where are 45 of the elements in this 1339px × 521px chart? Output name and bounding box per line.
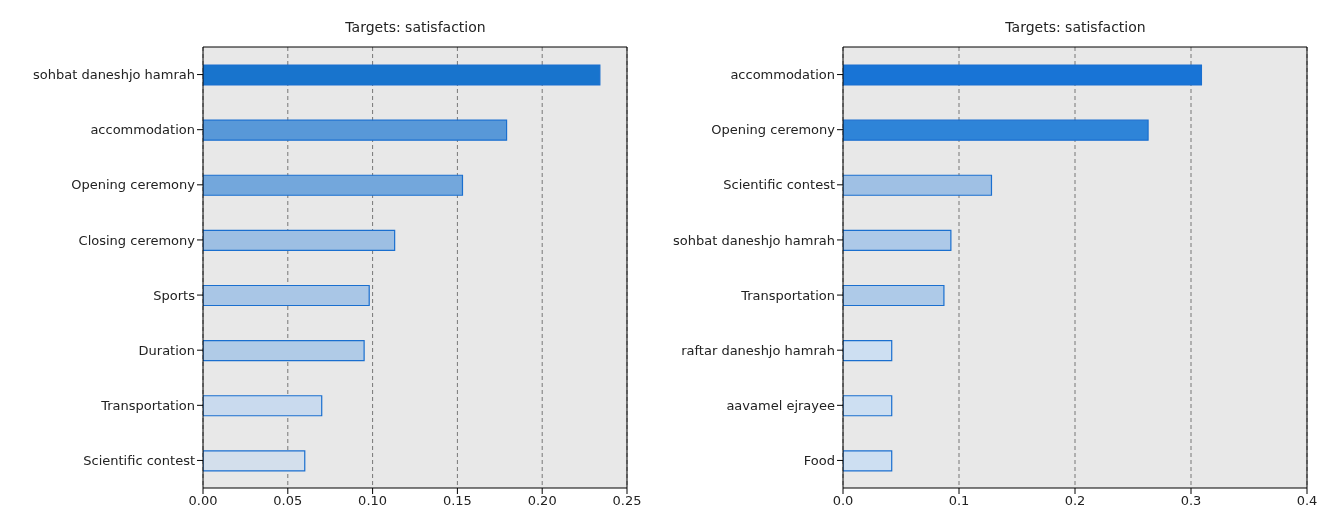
y-tick-label: Food bbox=[803, 453, 835, 469]
x-tick-label: 0.3 bbox=[1180, 493, 1202, 509]
bar bbox=[843, 64, 1203, 86]
y-tick-label: aavamel ejrayee bbox=[726, 397, 835, 413]
bar bbox=[203, 174, 464, 196]
y-tick-label: Opening ceremony bbox=[711, 122, 836, 138]
x-tick-label: 0.05 bbox=[273, 493, 303, 509]
y-tick-label: sohbat daneshjo hamrah bbox=[673, 232, 835, 248]
y-tick-label: Closing ceremony bbox=[78, 232, 196, 248]
bar bbox=[843, 119, 1149, 141]
chart-title: Targets: satisfaction bbox=[1004, 19, 1146, 35]
bar bbox=[203, 64, 601, 86]
x-tick-label: 0.15 bbox=[442, 493, 472, 509]
y-tick-label: accommodation bbox=[730, 67, 835, 83]
x-tick-label: 0.1 bbox=[948, 493, 970, 509]
y-tick-label: Opening ceremony bbox=[71, 177, 196, 193]
y-tick-label: Transportation bbox=[740, 287, 835, 303]
chart-title: Targets: satisfaction bbox=[344, 19, 486, 35]
bar bbox=[843, 450, 893, 472]
x-tick-label: 0.25 bbox=[612, 493, 642, 509]
x-tick-label: 0.00 bbox=[188, 493, 218, 509]
x-tick-label: 0.20 bbox=[527, 493, 557, 509]
bar bbox=[203, 450, 306, 472]
y-tick-label: sohbat daneshjo hamrah bbox=[33, 67, 195, 83]
bar bbox=[843, 340, 893, 362]
bar bbox=[843, 229, 952, 251]
bar bbox=[843, 395, 893, 417]
bar bbox=[843, 284, 945, 307]
y-tick-label: accommodation bbox=[90, 122, 195, 138]
bar bbox=[203, 340, 365, 362]
x-tick-label: 0.2 bbox=[1064, 493, 1086, 509]
x-tick-label: 0.10 bbox=[358, 493, 388, 509]
y-tick-label: Scientific contest bbox=[723, 177, 835, 193]
y-tick-label: raftar daneshjo hamrah bbox=[681, 342, 835, 358]
y-tick-label: Sports bbox=[153, 287, 196, 303]
x-tick-label: 0.0 bbox=[832, 493, 854, 509]
y-tick-label: Transportation bbox=[100, 397, 195, 413]
y-tick-label: Duration bbox=[138, 342, 195, 358]
bar bbox=[203, 119, 508, 141]
bar bbox=[203, 284, 370, 307]
bar bbox=[843, 174, 993, 196]
x-tick-label: 0.4 bbox=[1296, 493, 1318, 509]
y-tick-label: Scientific contest bbox=[83, 453, 195, 469]
bar bbox=[203, 395, 323, 417]
bar bbox=[203, 229, 396, 251]
